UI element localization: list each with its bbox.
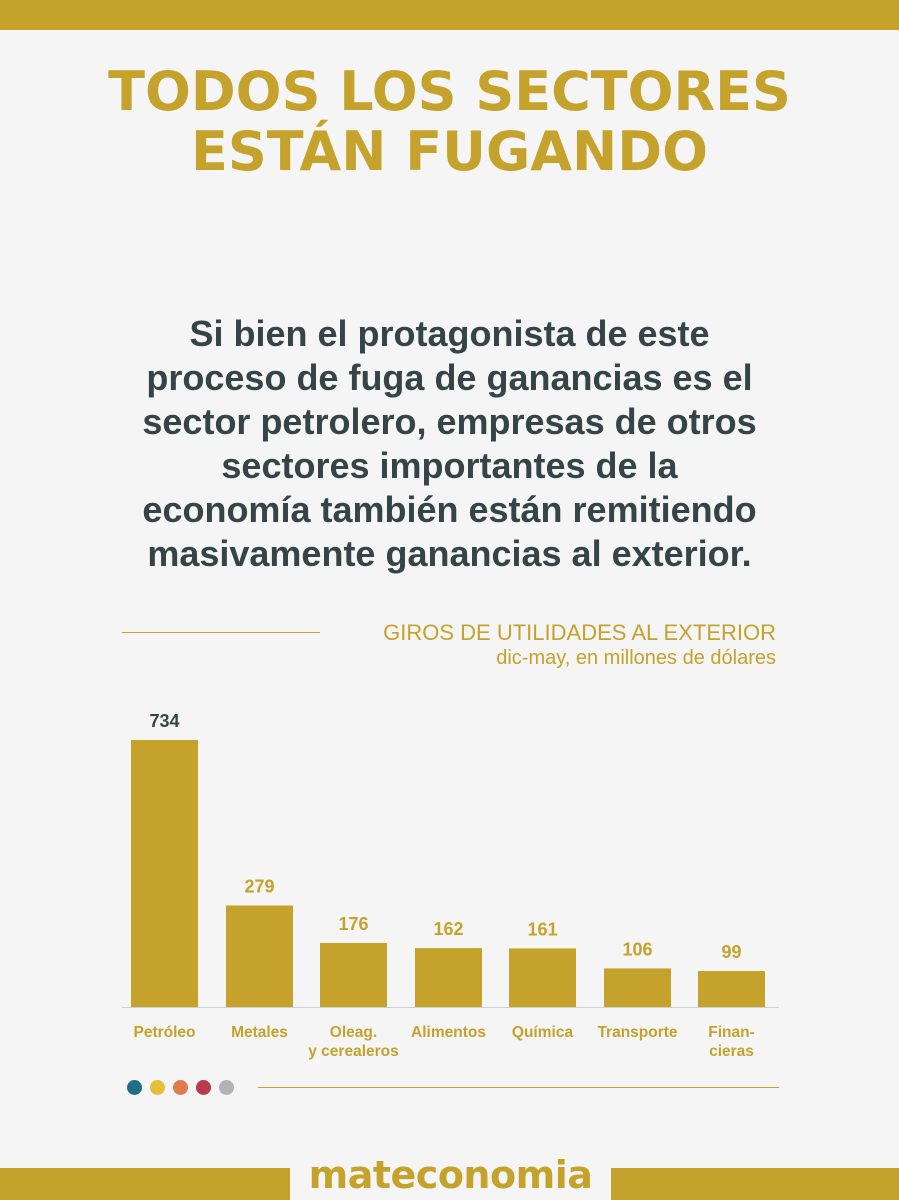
data-label: 161 [527, 919, 557, 939]
top-accent-bar [0, 0, 899, 30]
intro-line: masivamente ganancias al exterior. [147, 533, 752, 574]
color-dot [173, 1080, 188, 1095]
category-label: Finan- [708, 1024, 755, 1041]
color-dot [127, 1080, 142, 1095]
color-dots [127, 1080, 234, 1095]
color-dot [219, 1080, 234, 1095]
category-label: Petróleo [133, 1024, 195, 1041]
chart-title: GIROS DE UTILIDADES AL EXTERIOR [383, 620, 776, 645]
bar [698, 970, 765, 1007]
category-label: Metales [231, 1024, 288, 1041]
category-label: Oleag. [330, 1024, 377, 1041]
data-label: 279 [244, 877, 274, 897]
intro-paragraph: Si bien el protagonista de este proceso … [90, 312, 809, 576]
intro-line: sectores importantes de la [221, 445, 678, 486]
intro-line: sector petrolero, empresas de otros [142, 401, 757, 442]
category-label: cieras [709, 1043, 754, 1060]
intro-line: economía también están remitiendo [142, 489, 757, 530]
data-label: 162 [433, 919, 463, 939]
intro-line: Si bien el protagonista de este [189, 313, 710, 354]
bar [604, 968, 671, 1007]
bottom-accent-bar-left [0, 1168, 290, 1200]
category-label: Alimentos [411, 1024, 486, 1041]
title-line-1: TODOS LOS SECTORES [108, 60, 791, 123]
data-label: 734 [149, 711, 179, 731]
bar [320, 942, 387, 1007]
bar [509, 948, 576, 1007]
intro-line: proceso de fuga de ganancias es el [146, 357, 753, 398]
page-title: TODOS LOS SECTORES ESTÁN FUGANDO [0, 62, 899, 182]
brand-logo-text: mateconomia [308, 1153, 593, 1197]
color-dot [196, 1080, 211, 1095]
category-label: Química [512, 1024, 574, 1041]
chart-subtitle: dic-may, en millones de dólares [496, 647, 776, 669]
title-line-2: ESTÁN FUGANDO [191, 120, 708, 183]
category-label: Transporte [597, 1024, 677, 1041]
data-label: 99 [721, 942, 741, 962]
color-dot [150, 1080, 165, 1095]
bar [415, 948, 482, 1007]
bar [131, 740, 198, 1007]
data-label: 176 [338, 914, 368, 934]
chart-header-rule [122, 632, 320, 633]
bar-chart: 734 Petróleo 279 Metales 176 Oleag. y cerealer… [122, 711, 779, 1060]
chart-footer-rule [258, 1087, 779, 1088]
bar [226, 905, 293, 1007]
category-label: y cerealeros [308, 1043, 399, 1060]
bottom-accent-bar-right [611, 1168, 899, 1200]
data-label: 106 [622, 939, 652, 959]
